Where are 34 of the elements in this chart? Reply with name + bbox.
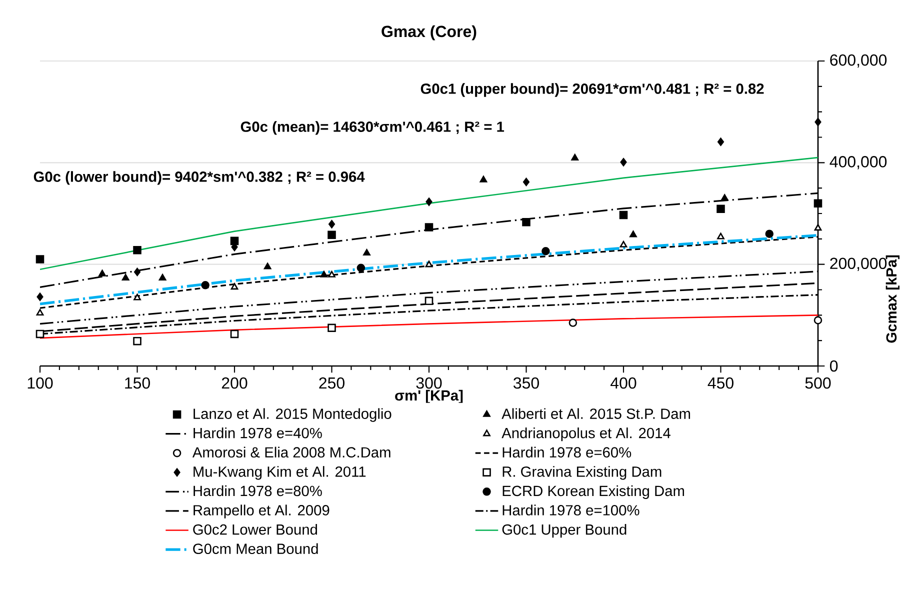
legend-label: Hardin 1978 e=80% [194,485,322,496]
x-tick-label: 200 [222,377,248,389]
legend-label: Lanzo et Al. 2015 Montedoglio [194,408,392,422]
y-axis-title: Gcmax [kPa] [886,255,900,343]
legend-label: R. Gravina Existing Dam [502,466,662,480]
chart-title: Gmax (Core) [382,25,476,40]
x-tick-label: 100 [28,377,53,389]
x-tick-label: 400 [610,377,636,389]
legend-label: Mu-Kwang Kim et Al. 2011 [194,466,366,480]
x-tick-label: 300 [416,377,442,389]
annotation: G0c (mean)= 14630*σm'^0.461 ; R² = 1 [240,121,504,135]
legend-label: Aliberti et Al. 2015 St.P. Dam [502,408,690,419]
x-tick-label: 250 [319,377,344,389]
x-tick-label: 500 [805,377,831,389]
legend-label: G0c1 Upper Bound [502,524,626,538]
x-tick-label: 350 [514,377,539,389]
legend-label: ECRD Korean Existing Dam [502,485,684,500]
legend-label: G0c2 Lower Bound [193,524,318,535]
legend-label: Rampello et Al. 2009 [194,504,330,518]
x-tick-label: 450 [708,377,734,389]
y-tick-label: 200,000 [830,258,887,271]
x-axis-title: σm' [KPa] [395,390,463,404]
legend-label: G0cm Mean Bound [193,543,318,554]
legend-label: Andrianopolus et Al. 2014 [502,427,670,442]
legend-label: Hardin 1978 e=40% [194,427,322,438]
x-tick-label: 150 [125,377,150,389]
annotation: G0c1 (upper bound)= 20691*σm'^0.481 ; R² = 0.82 [420,83,764,97]
legend-label: Hardin 1978 e=100% [502,504,640,516]
legend-label: Amorosi & Elia 2008 M.C.Dam [192,446,390,458]
y-tick-label: 600,000 [830,54,887,68]
annotation: G0c (lower bound)= 9402*sm'^0.382 ; R² = 0.964 [34,171,365,185]
legend-label: Hardin 1978 e=60% [502,446,632,458]
y-tick-label: 0 [830,360,838,372]
y-tick-label: 400,000 [830,156,887,170]
